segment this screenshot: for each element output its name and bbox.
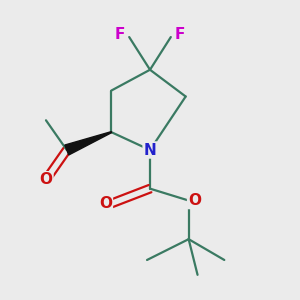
Text: O: O <box>40 172 52 187</box>
Text: N: N <box>144 142 156 158</box>
Text: F: F <box>115 27 125 42</box>
Polygon shape <box>65 132 112 155</box>
Text: O: O <box>99 196 112 211</box>
Text: F: F <box>175 27 185 42</box>
Text: O: O <box>188 193 201 208</box>
